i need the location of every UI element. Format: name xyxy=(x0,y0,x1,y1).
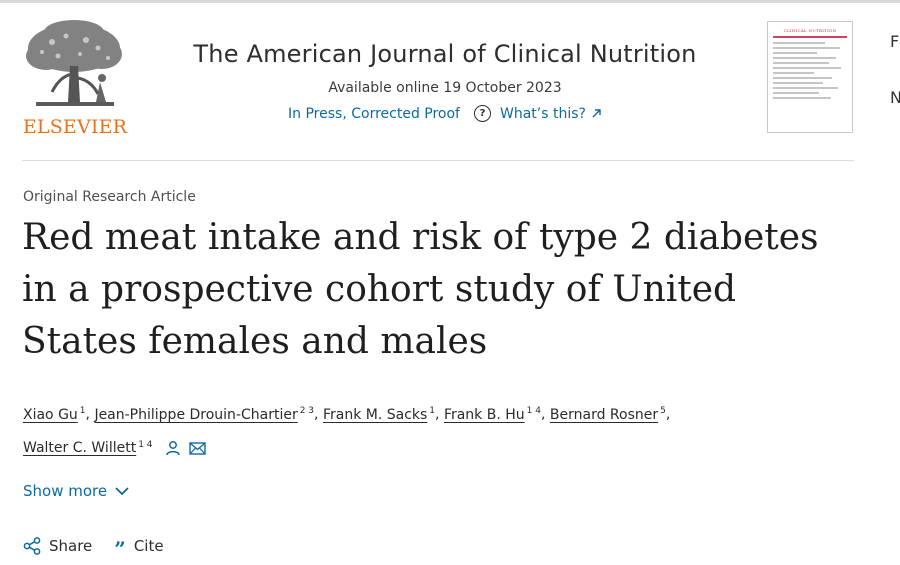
share-button[interactable]: Share xyxy=(23,537,92,555)
author-name: Frank B. Hu xyxy=(443,406,525,423)
author-affiliation: 1 4 xyxy=(526,406,541,416)
author[interactable]: Xiao Gu 1 xyxy=(23,406,86,423)
author[interactable]: Bernard Rosner 5 xyxy=(549,406,666,423)
journal-status-links: In Press, Corrected Proof ? What’s this? xyxy=(150,105,740,122)
external-link-icon xyxy=(592,109,601,118)
show-more-label: Show more xyxy=(23,482,108,500)
elsevier-logo[interactable]: ELSEVIER xyxy=(20,18,130,138)
article-actions: Share ” Cite xyxy=(23,533,164,559)
article-title-line: Red meat intake and risk of type 2 diabe… xyxy=(22,217,819,258)
author-separator: , xyxy=(435,406,440,423)
elsevier-tree-icon xyxy=(26,20,122,106)
author-affiliation: 5 xyxy=(660,406,666,416)
author-name: Walter C. Willett xyxy=(23,440,137,457)
author-name: Xiao Gu xyxy=(23,406,78,423)
author[interactable]: Frank M. Sacks 1 xyxy=(322,406,436,423)
article-title-line: States females and males xyxy=(22,321,488,362)
cite-button[interactable]: ” Cite xyxy=(114,533,163,559)
author-list: Xiao Gu 1, Jean-Philippe Drouin-Chartier 2… xyxy=(23,396,873,463)
author-name: Jean-Philippe Drouin-Chartier xyxy=(94,406,298,423)
edge-clipped-text: N xyxy=(890,88,900,107)
journal-info: The American Journal of Clinical Nutriti… xyxy=(150,40,740,122)
author-affiliation: 1 xyxy=(79,406,86,416)
author-affiliation: 2 3 xyxy=(299,406,315,416)
share-label: Share xyxy=(49,537,93,555)
top-border xyxy=(0,0,900,3)
share-icon xyxy=(23,537,41,555)
journal-header: ELSEVIER The American Journal of Clinica… xyxy=(0,0,900,160)
author-name: Bernard Rosner xyxy=(549,406,659,423)
article-title-line: in a prospective cohort study of United xyxy=(22,269,737,310)
envelope-icon[interactable] xyxy=(189,442,206,455)
cover-text-lines xyxy=(773,42,847,99)
author-affiliation: 1 xyxy=(429,406,436,416)
corresponding-author-icons xyxy=(165,440,206,456)
author-affiliation: 1 4 xyxy=(138,439,153,450)
cover-caption: CLINICAL NUTRITION xyxy=(783,28,837,33)
in-press-label: In Press, Corrected Proof xyxy=(288,105,460,122)
author-separator: , xyxy=(85,406,90,423)
question-circle-icon: ? xyxy=(473,105,491,122)
cover-accent-bar xyxy=(773,36,847,38)
edge-clipped-text: F xyxy=(890,32,900,51)
author-separator: , xyxy=(314,406,319,423)
author-separator: , xyxy=(665,406,671,423)
whats-this-link[interactable]: ? What’s this? xyxy=(473,105,602,122)
show-more-button[interactable]: Show more xyxy=(23,482,129,500)
available-online-date: Available online 19 October 2023 xyxy=(328,80,562,96)
author-name: Frank M. Sacks xyxy=(322,406,428,423)
elsevier-wordmark: ELSEVIER xyxy=(22,116,128,138)
quote-icon: ” xyxy=(114,537,126,561)
chevron-down-icon xyxy=(115,486,129,495)
journal-title[interactable]: The American Journal of Clinical Nutriti… xyxy=(193,40,697,68)
person-icon[interactable] xyxy=(165,440,181,456)
author[interactable]: Jean-Philippe Drouin-Chartier 2 3 xyxy=(94,406,315,423)
article-title: Red meat intake and risk of type 2 diabe… xyxy=(22,212,862,368)
cite-label: Cite xyxy=(133,537,164,555)
author[interactable]: Walter C. Willett 1 4 xyxy=(23,439,153,457)
article-type: Original Research Article xyxy=(23,189,196,205)
whats-this-label: What’s this? xyxy=(499,105,586,122)
author[interactable]: Frank B. Hu 1 4 xyxy=(443,406,541,423)
journal-cover-thumbnail[interactable]: CLINICAL NUTRITION xyxy=(767,21,853,133)
header-divider xyxy=(22,160,854,161)
author-separator: , xyxy=(540,406,546,423)
